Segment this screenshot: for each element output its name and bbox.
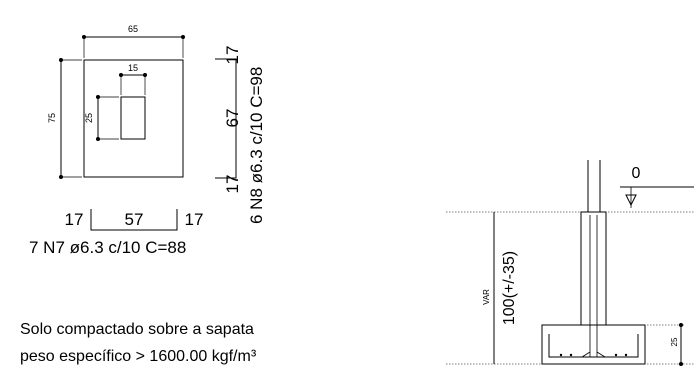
level-zero-label: 0 <box>632 165 641 182</box>
footing-section: 0 VAR 100(+/-35) 25 <box>446 160 694 366</box>
pillar-width-dim: 15 <box>128 63 138 73</box>
soil-note: Solo compactado sobre a sapata peso espe… <box>20 321 257 365</box>
section-pillar <box>580 211 607 326</box>
section-footing <box>541 324 646 365</box>
bar-n7-right-hook: 17 <box>185 210 204 229</box>
footing-height-dim: 25 <box>670 337 679 346</box>
note-line-2: peso específico > 1600.00 kgf/m³ <box>20 348 257 365</box>
bar-n8-bottom-hook: 17 <box>223 175 242 194</box>
plan-width-dim: 65 <box>128 24 138 34</box>
footing-outline <box>83 59 184 178</box>
bar-n7-shape: 17 57 17 7 N7 ø6.3 c/10 C=88 <box>29 209 203 257</box>
bar-n8-spec: 6 N8 ø6.3 c/10 C=98 <box>247 67 266 224</box>
bar-n8-top-hook: 17 <box>223 46 242 65</box>
plan-height-dim: 75 <box>47 113 57 123</box>
bar-n8-shape: 17 67 17 6 N8 ø6.3 c/10 C=98 <box>215 46 266 224</box>
footing-plan: 65 75 15 25 <box>47 24 185 179</box>
pillar-outline <box>120 96 146 140</box>
section-rebar <box>548 334 639 358</box>
depth-dim: 100(+/-35) <box>501 251 518 325</box>
bar-n7-left-hook: 17 <box>65 210 84 229</box>
bar-n8-span: 67 <box>223 109 242 128</box>
bar-n7-span: 57 <box>125 210 144 229</box>
note-line-1: Solo compactado sobre a sapata <box>20 321 254 338</box>
bar-n7-spec: 7 N7 ø6.3 c/10 C=88 <box>29 238 186 257</box>
pillar-height-dim: 25 <box>84 113 94 123</box>
var-label: VAR <box>482 289 491 305</box>
